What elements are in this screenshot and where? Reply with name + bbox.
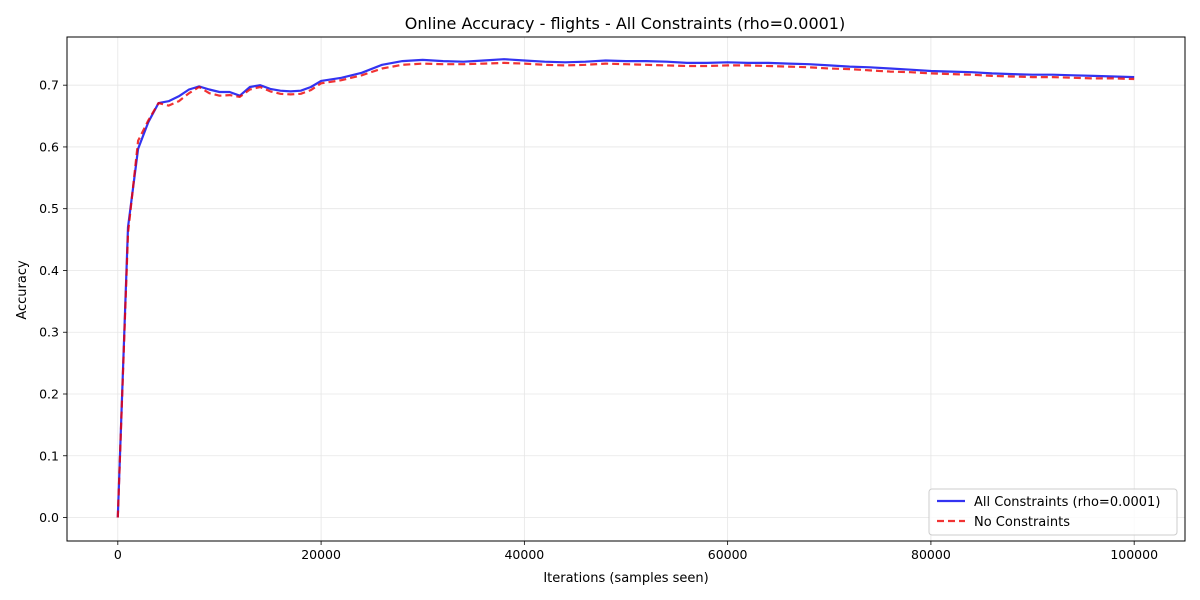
y-axis-label: Accuracy <box>15 260 30 320</box>
y-tick-label: 0.2 <box>39 387 59 402</box>
y-tick-label: 0.4 <box>39 263 59 278</box>
y-tick-label: 0.7 <box>39 78 59 93</box>
x-tick-label: 20000 <box>301 547 341 562</box>
x-tick-label: 40000 <box>504 547 544 562</box>
x-tick-label: 60000 <box>708 547 748 562</box>
plot-area-frame <box>66 36 1186 542</box>
y-tick-label: 0.5 <box>39 201 59 216</box>
legend-label-all-constraints: All Constraints (rho=0.0001) <box>974 495 1160 510</box>
series-lines <box>116 58 1135 518</box>
y-tick-label: 0.6 <box>39 139 59 154</box>
series-line-all-constraints <box>116 58 1135 518</box>
series-line-no-constraints <box>116 61 1135 518</box>
y-tick-label: 0.0 <box>39 510 59 525</box>
legend-label-no-constraints: No Constraints <box>974 515 1070 530</box>
legend: All Constraints (rho=0.0001) No Constrai… <box>928 488 1178 536</box>
y-tick-label: 0.3 <box>39 325 59 340</box>
x-tick-label: 0 <box>114 547 122 562</box>
x-tick-label: 100000 <box>1110 547 1158 562</box>
x-tick-label: 80000 <box>911 547 951 562</box>
legend-box <box>928 488 1178 536</box>
y-tick-label: 0.1 <box>39 448 59 463</box>
x-axis-label: Iterations (samples seen) <box>543 571 708 586</box>
axis-ticks: 0 20000 40000 60000 80000 100000 0.0 0.1 0.2 0.3 0… <box>39 78 1158 562</box>
chart-title: Online Accuracy - flights - All Constrai… <box>405 14 845 33</box>
